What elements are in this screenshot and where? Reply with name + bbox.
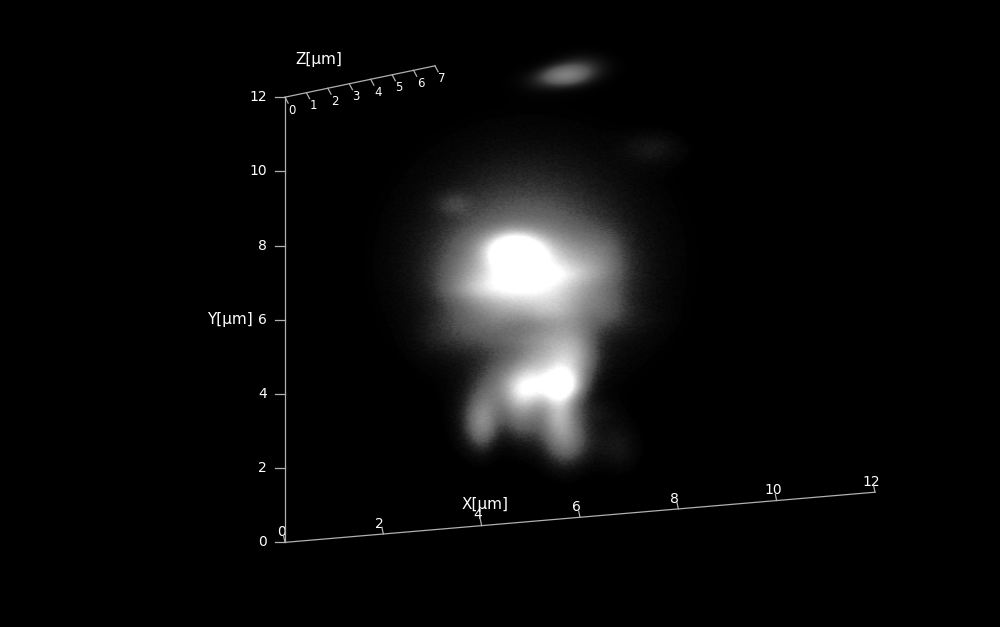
Text: 6: 6 [572, 500, 581, 514]
Text: 2: 2 [331, 95, 339, 108]
Text: 10: 10 [764, 483, 782, 497]
Text: 2: 2 [258, 461, 267, 475]
Text: 2: 2 [375, 517, 384, 530]
Text: 4: 4 [474, 508, 482, 522]
Text: 12: 12 [249, 90, 267, 104]
Text: 12: 12 [862, 475, 880, 489]
Text: X[μm]: X[μm] [462, 497, 509, 512]
Text: 4: 4 [374, 86, 381, 99]
Text: 0: 0 [258, 535, 267, 549]
Text: 6: 6 [417, 77, 424, 90]
Text: 8: 8 [670, 492, 679, 505]
Text: Z[μm]: Z[μm] [295, 52, 342, 67]
Text: 6: 6 [258, 313, 267, 327]
Text: 7: 7 [438, 73, 446, 85]
Text: 5: 5 [395, 82, 403, 95]
Text: 8: 8 [258, 239, 267, 253]
Text: 10: 10 [249, 164, 267, 178]
Text: Y[μm]: Y[μm] [207, 312, 253, 327]
Text: 0: 0 [288, 104, 296, 117]
Text: 3: 3 [353, 90, 360, 103]
Text: 1: 1 [310, 99, 317, 112]
Text: 0: 0 [277, 525, 286, 539]
Text: 4: 4 [258, 387, 267, 401]
